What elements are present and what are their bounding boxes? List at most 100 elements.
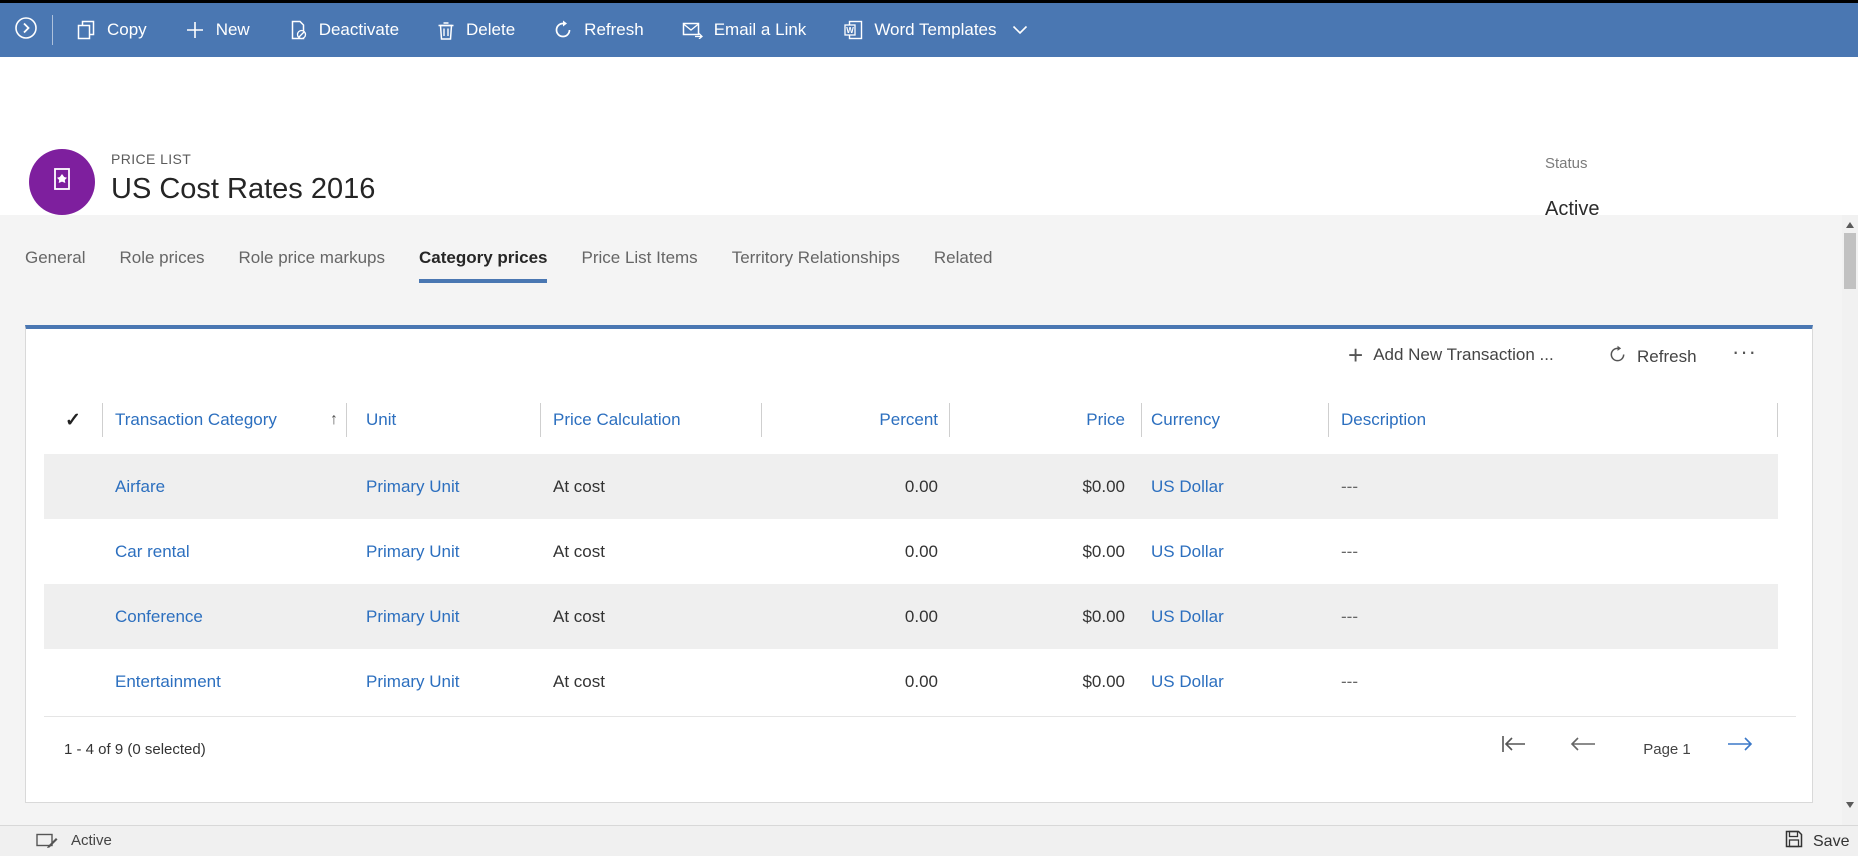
record-header: PRICE LIST US Cost Rates 2016 Status Act… (0, 57, 1858, 220)
column-header-price-calculation[interactable]: Price Calculation (540, 390, 761, 450)
description-cell: --- (1341, 476, 1358, 496)
description-cell: --- (1341, 541, 1358, 561)
grid-footer: 1 - 4 of 9 (0 selected) Page 1 (44, 716, 1796, 804)
tab-role-price-markups[interactable]: Role price markups (238, 248, 385, 267)
grid-refresh-label: Refresh (1637, 347, 1697, 366)
price-calculation-cell: At cost (553, 671, 605, 691)
unit-link[interactable]: Primary Unit (366, 541, 460, 561)
percent-cell: 0.00 (904, 541, 938, 561)
refresh-button[interactable]: Refresh (534, 3, 663, 57)
entity-type-label: PRICE LIST (111, 151, 192, 167)
column-header-price[interactable]: Price (949, 390, 1141, 450)
column-header-description[interactable]: Description (1328, 390, 1778, 450)
tab-category-prices[interactable]: Category prices (418, 248, 548, 283)
description-cell: --- (1341, 671, 1358, 691)
chevron-right-circle-icon (13, 15, 39, 46)
table-row: Airfare Primary Unit At cost 0.00 $0.00 … (44, 454, 1778, 519)
save-label: Save (1813, 832, 1850, 850)
next-page-button[interactable] (1726, 735, 1754, 758)
email-a-link-button[interactable]: Email a Link (663, 3, 826, 57)
row-checkbox-area[interactable] (44, 584, 102, 649)
scroll-up-icon[interactable] (1842, 217, 1858, 233)
new-button[interactable]: New (166, 3, 269, 57)
grid-refresh-button[interactable]: Refresh (1608, 345, 1697, 369)
price-cell: $0.00 (1082, 476, 1125, 496)
row-checkbox-area[interactable] (44, 519, 102, 584)
first-page-button[interactable] (1499, 735, 1527, 758)
unit-link[interactable]: Primary Unit (366, 476, 460, 496)
column-label: Price (1086, 410, 1125, 429)
expand-commands-button[interactable] (0, 3, 52, 57)
form-state-label: Active (71, 832, 112, 849)
record-count: 1 - 4 of 9 (0 selected) (64, 741, 206, 758)
currency-link[interactable]: US Dollar (1151, 476, 1224, 496)
row-checkbox-area[interactable] (44, 649, 102, 714)
vertical-scrollbar[interactable] (1842, 215, 1858, 825)
price-list-icon (47, 164, 77, 201)
unit-link[interactable]: Primary Unit (366, 606, 460, 626)
page-title: US Cost Rates 2016 (111, 173, 376, 205)
category-prices-grid: + Add New Transaction ... Refresh ··· ✓ … (25, 325, 1813, 803)
column-header-currency[interactable]: Currency (1141, 390, 1328, 450)
more-commands-button[interactable]: ··· (1732, 339, 1757, 365)
unit-link[interactable]: Primary Unit (366, 671, 460, 691)
delete-button[interactable]: Delete (418, 3, 534, 57)
column-label: Description (1341, 410, 1427, 429)
tab-related[interactable]: Related (933, 248, 993, 267)
sort-ascending-icon: ↑ (330, 411, 338, 428)
word-templates-button[interactable]: W Word Templates (825, 3, 1046, 57)
column-label: Price Calculation (553, 410, 681, 429)
transaction-category-link[interactable]: Conference (115, 606, 203, 626)
status-field-value: Active (1545, 198, 1600, 220)
status-field-label: Status (1545, 155, 1588, 172)
add-new-transaction-button[interactable]: + Add New Transaction ... (1348, 342, 1554, 368)
tab-territory-relationships[interactable]: Territory Relationships (731, 248, 900, 267)
scroll-down-icon[interactable] (1842, 797, 1858, 813)
transaction-category-link[interactable]: Entertainment (115, 671, 221, 691)
tab-general[interactable]: General (25, 248, 86, 267)
next-page-icon (1726, 735, 1754, 758)
transaction-category-link[interactable]: Airfare (115, 476, 166, 496)
currency-link[interactable]: US Dollar (1151, 606, 1224, 626)
trash-icon (437, 20, 455, 40)
tab-price-list-items[interactable]: Price List Items (581, 248, 698, 267)
select-all-checkbox[interactable]: ✓ (65, 409, 81, 431)
deactivate-button[interactable]: Deactivate (269, 3, 418, 57)
save-button[interactable]: Save (1784, 829, 1849, 854)
currency-link[interactable]: US Dollar (1151, 671, 1224, 691)
column-label: Transaction Category (115, 410, 277, 429)
avatar (29, 149, 95, 215)
transaction-category-link[interactable]: Car rental (115, 541, 190, 561)
price-calculation-cell: At cost (553, 476, 605, 496)
price-cell: $0.00 (1082, 671, 1125, 691)
column-header-percent[interactable]: Percent (761, 390, 949, 450)
previous-page-button[interactable] (1569, 735, 1597, 758)
word-templates-label: Word Templates (874, 20, 997, 39)
table-row: Car rental Primary Unit At cost 0.00 $0.… (44, 519, 1778, 584)
column-header-unit[interactable]: Unit (346, 390, 540, 450)
refresh-icon (553, 20, 573, 40)
deactivate-icon (288, 20, 308, 40)
currency-link[interactable]: US Dollar (1151, 541, 1224, 561)
first-page-icon (1499, 735, 1527, 758)
grid-toolbar: + Add New Transaction ... Refresh ··· (26, 329, 1812, 390)
save-icon (1784, 829, 1804, 854)
table-row: Entertainment Primary Unit At cost 0.00 … (44, 649, 1778, 714)
row-checkbox-area[interactable] (44, 454, 102, 519)
percent-cell: 0.00 (904, 606, 938, 626)
form-state-icon (36, 833, 58, 854)
column-label: Percent (879, 410, 938, 429)
scrollbar-thumb[interactable] (1844, 233, 1856, 289)
percent-cell: 0.00 (904, 476, 938, 496)
window-top-edge (0, 0, 1858, 3)
column-header-transaction-category[interactable]: Transaction Category ↑ (102, 390, 346, 450)
refresh-icon (1608, 345, 1627, 369)
commandbar-separator (52, 15, 53, 45)
price-cell: $0.00 (1082, 606, 1125, 626)
grid-header-row: ✓ Transaction Category ↑ Unit Price Calc… (44, 390, 1778, 450)
table-row: Conference Primary Unit At cost 0.00 $0.… (44, 584, 1778, 649)
tab-role-prices[interactable]: Role prices (119, 248, 205, 267)
previous-page-icon (1569, 735, 1597, 758)
copy-button[interactable]: Copy (57, 3, 166, 57)
footer-status-bar: Active Save (0, 825, 1858, 856)
